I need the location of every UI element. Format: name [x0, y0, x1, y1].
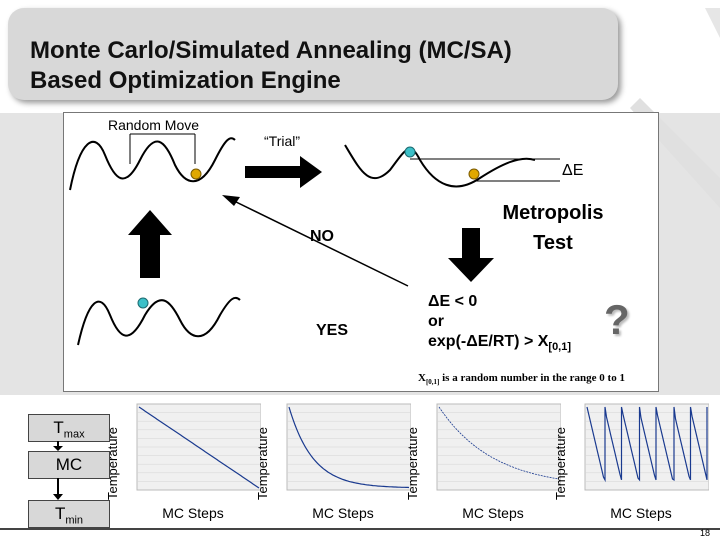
temperature-curve	[138, 406, 260, 489]
footnote-x: X	[418, 372, 426, 384]
plot-xlabel-4: MC Steps	[610, 505, 672, 521]
ball-teal-top-right	[404, 146, 416, 158]
ball-gold-top-left	[190, 168, 202, 180]
tmin-box: Tmin	[28, 500, 110, 528]
up-arrow	[128, 210, 172, 255]
acceptance-condition: ΔE < 0 or exp(-ΔE/RT) > X[0,1]	[428, 292, 571, 357]
page-number: 18	[699, 528, 710, 538]
mc-box: MC	[28, 451, 110, 479]
tmax-box: Tmax	[28, 414, 110, 442]
down-arrow	[448, 228, 494, 282]
plot-xlabel-3: MC Steps	[462, 505, 524, 521]
energy-curve-top-left	[69, 137, 236, 191]
plot-xlabel-1: MC Steps	[162, 505, 224, 521]
tmax-sub: max	[63, 428, 85, 441]
plot-ylabel-1: Temperature	[105, 427, 120, 500]
tmin-t: T	[54, 504, 66, 523]
plot-2	[286, 403, 411, 491]
energy-curve-bottom-left	[77, 296, 241, 346]
title-box: Monte Carlo/Simulated Annealing (MC/SA) …	[8, 8, 618, 100]
no-label: NO	[310, 228, 334, 245]
trial-arrow	[245, 156, 322, 188]
plot-1	[136, 403, 261, 491]
plot-3	[436, 403, 561, 491]
question-mark: ?	[604, 296, 630, 343]
plot-4	[584, 403, 709, 491]
page-title: Monte Carlo/Simulated Annealing (MC/SA) …	[30, 37, 512, 94]
yes-label: YES	[316, 322, 349, 339]
footnote-sub: [0,1]	[425, 378, 440, 387]
diagram-graphics	[69, 133, 560, 346]
plot-ylabel-2: Temperature	[255, 427, 270, 500]
tmax-t: T	[53, 418, 64, 437]
temperature-curve	[438, 406, 560, 480]
energy-curve-top-right	[344, 144, 536, 188]
delta-e-label: ΔE	[562, 162, 584, 179]
condition-line-2: or	[428, 313, 444, 330]
footnote: X[0,1] is a random number in the range 0…	[418, 372, 625, 386]
condition-line-3: exp(-ΔE/RT) > X[0,1]	[428, 332, 571, 357]
ball-teal-bottom	[137, 297, 149, 309]
tmin-sub: min	[65, 514, 84, 527]
plot-ylabel-3: Temperature	[405, 427, 420, 500]
trial-label: “Trial”	[264, 133, 301, 149]
footer-rule	[0, 528, 720, 530]
footnote-text: is a random number in the range 0 to 1	[439, 372, 625, 384]
random-move-label: Random Move	[108, 117, 200, 133]
temperature-curve	[586, 406, 708, 483]
temperature-curve	[288, 406, 410, 489]
plot-ylabel-4: Temperature	[553, 427, 568, 500]
plot-xlabel-2: MC Steps	[312, 505, 374, 521]
condition-sub: [0,1]	[548, 341, 572, 354]
condition-line-1: ΔE < 0	[428, 293, 478, 310]
condition-exp: exp(-ΔE/RT) > X	[428, 333, 549, 350]
metropolis-test-label: Metropolis Test	[502, 202, 604, 254]
ball-gold-top-right	[468, 168, 480, 180]
